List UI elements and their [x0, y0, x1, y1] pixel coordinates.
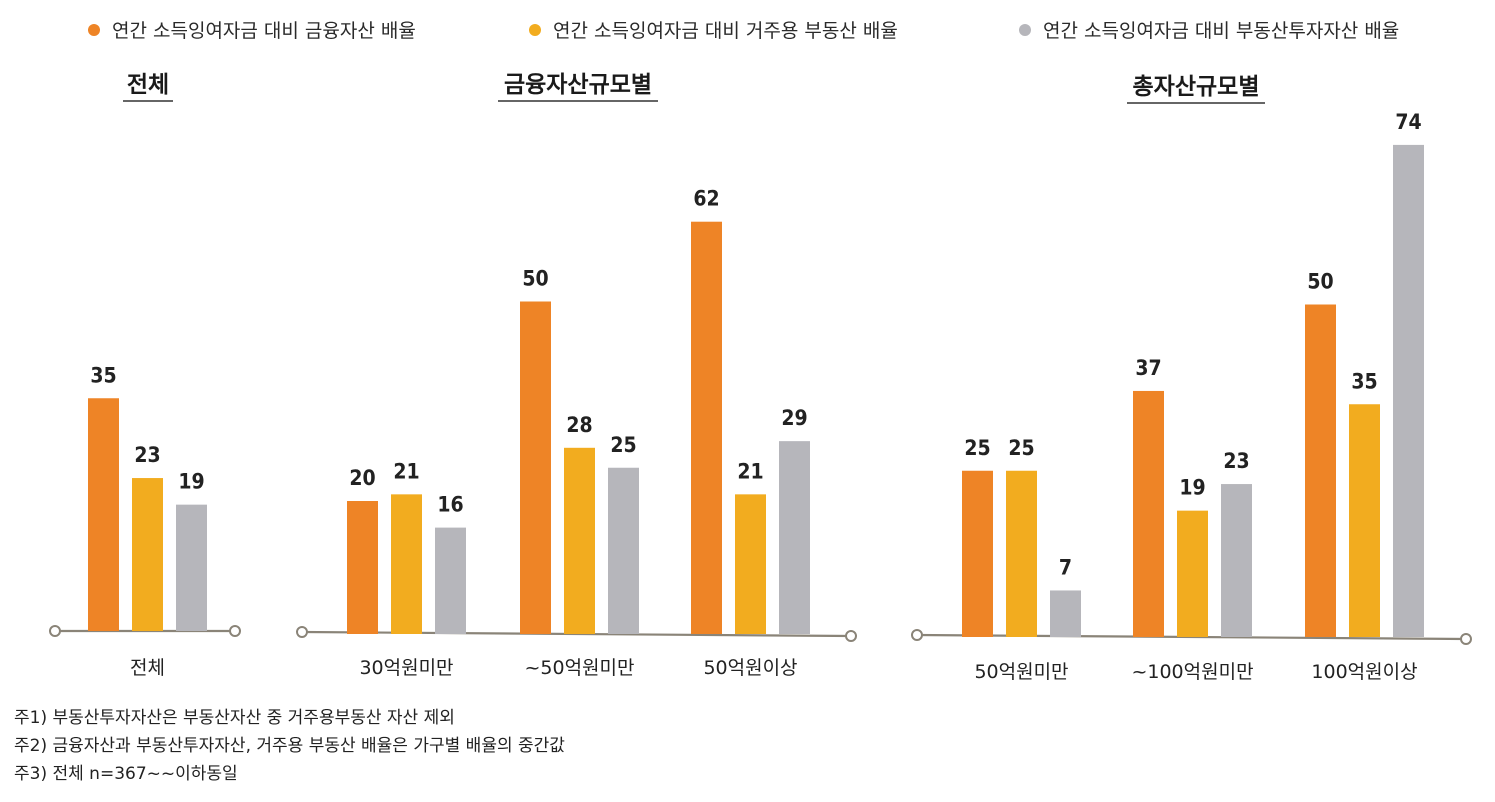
- data-label: 50: [522, 267, 548, 291]
- axis-end-circle-icon: [845, 630, 857, 642]
- legend-item-label: 연간 소득잉여자금 대비 부동산투자자산 배율: [1043, 20, 1399, 42]
- legend-item-label: 연간 소득잉여자금 대비 거주용 부동산 배율: [553, 20, 898, 42]
- chart-title: 금융자산규모별: [504, 72, 652, 98]
- axis-end-circle-icon: [911, 629, 923, 641]
- bar: [391, 494, 422, 634]
- bar: [1349, 404, 1380, 637]
- bar: [1221, 484, 1252, 637]
- legend-item-label: 연간 소득잉여자금 대비 금융자산 배율: [112, 20, 416, 42]
- data-label: 16: [437, 493, 463, 517]
- data-label: 62: [693, 187, 719, 211]
- bar: [1133, 390, 1164, 637]
- group-titles: 전체 금융자산규모별 총자산규모별: [123, 72, 1265, 104]
- bar: [435, 527, 466, 634]
- data-label: 25: [1008, 436, 1034, 460]
- chart-title: 총자산규모별: [1133, 74, 1260, 100]
- bar: [176, 504, 207, 631]
- data-label: 28: [566, 413, 592, 437]
- legend-dot-icon: [88, 24, 100, 36]
- axis-end-circle-icon: [1460, 633, 1472, 645]
- bar: [132, 478, 163, 631]
- data-label: 23: [1223, 449, 1249, 473]
- data-label: 35: [90, 363, 116, 387]
- data-label: 23: [134, 443, 160, 467]
- bar: [520, 301, 551, 634]
- legend-dot-icon: [1019, 24, 1031, 36]
- category-tick-label: 전체: [130, 657, 165, 679]
- bar: [1006, 470, 1037, 637]
- bars: [88, 144, 1424, 637]
- category-tick-label: 30억원미만: [359, 657, 453, 679]
- category-tick-label: ~50억원미만: [524, 657, 634, 679]
- category-tick-label: 100억원이상: [1311, 661, 1417, 683]
- data-label: 25: [610, 433, 636, 457]
- bar: [779, 441, 810, 634]
- bar: [564, 447, 595, 634]
- data-label: 19: [178, 470, 204, 494]
- category-tick-label: 50억원이상: [703, 657, 797, 679]
- data-label: 50: [1307, 270, 1333, 294]
- legend-dot-icon: [529, 24, 541, 36]
- axis-end-circle-icon: [296, 626, 308, 638]
- data-label: 35: [1351, 369, 1377, 393]
- category-tick-label: 50억원미만: [974, 661, 1068, 683]
- data-label: 21: [737, 459, 763, 483]
- footnote: 주2) 금융자산과 부동산투자자산, 거주용 부동산 배율은 가구별 배율의 중…: [14, 736, 565, 756]
- bar: [962, 470, 993, 637]
- data-label: 74: [1395, 110, 1421, 134]
- chart-title: 전체: [127, 72, 169, 98]
- footnote: 주3) 전체 n=367~~이하동일: [14, 764, 238, 784]
- bar: [1050, 590, 1081, 637]
- data-label: 7: [1059, 555, 1072, 579]
- axis-end-circle-icon: [49, 625, 61, 637]
- bar: [691, 221, 722, 634]
- bar: [1305, 304, 1336, 637]
- data-label: 21: [393, 459, 419, 483]
- legend: 연간 소득잉여자금 대비 금융자산 배율 연간 소득잉여자금 대비 거주용 부동산…: [88, 20, 1399, 42]
- category-labels: 전체 30억원미만 ~50억원미만 50억원이상 50억원미만 ~100억원미만 100억원…: [130, 657, 1418, 683]
- axis-end-circle-icon: [229, 625, 241, 637]
- bar: [608, 467, 639, 634]
- bar: [347, 501, 378, 634]
- data-label: 25: [964, 436, 990, 460]
- data-label: 37: [1135, 356, 1161, 380]
- value-labels: 35 23 19 20 21 16 50 28 25 62 21 29 25 25 7 37 19 23 50 35 7…: [90, 110, 1421, 580]
- bar: [735, 494, 766, 634]
- bar: [1393, 144, 1424, 637]
- data-label: 19: [1179, 476, 1205, 500]
- bar: [88, 398, 119, 631]
- data-label: 29: [781, 406, 807, 430]
- data-label: 20: [349, 466, 375, 490]
- bar: [1177, 510, 1208, 637]
- category-tick-label: ~100억원미만: [1131, 661, 1253, 683]
- footnote: 주1) 부동산투자자산은 부동산자산 중 거주용부동산 자산 제외: [14, 708, 455, 728]
